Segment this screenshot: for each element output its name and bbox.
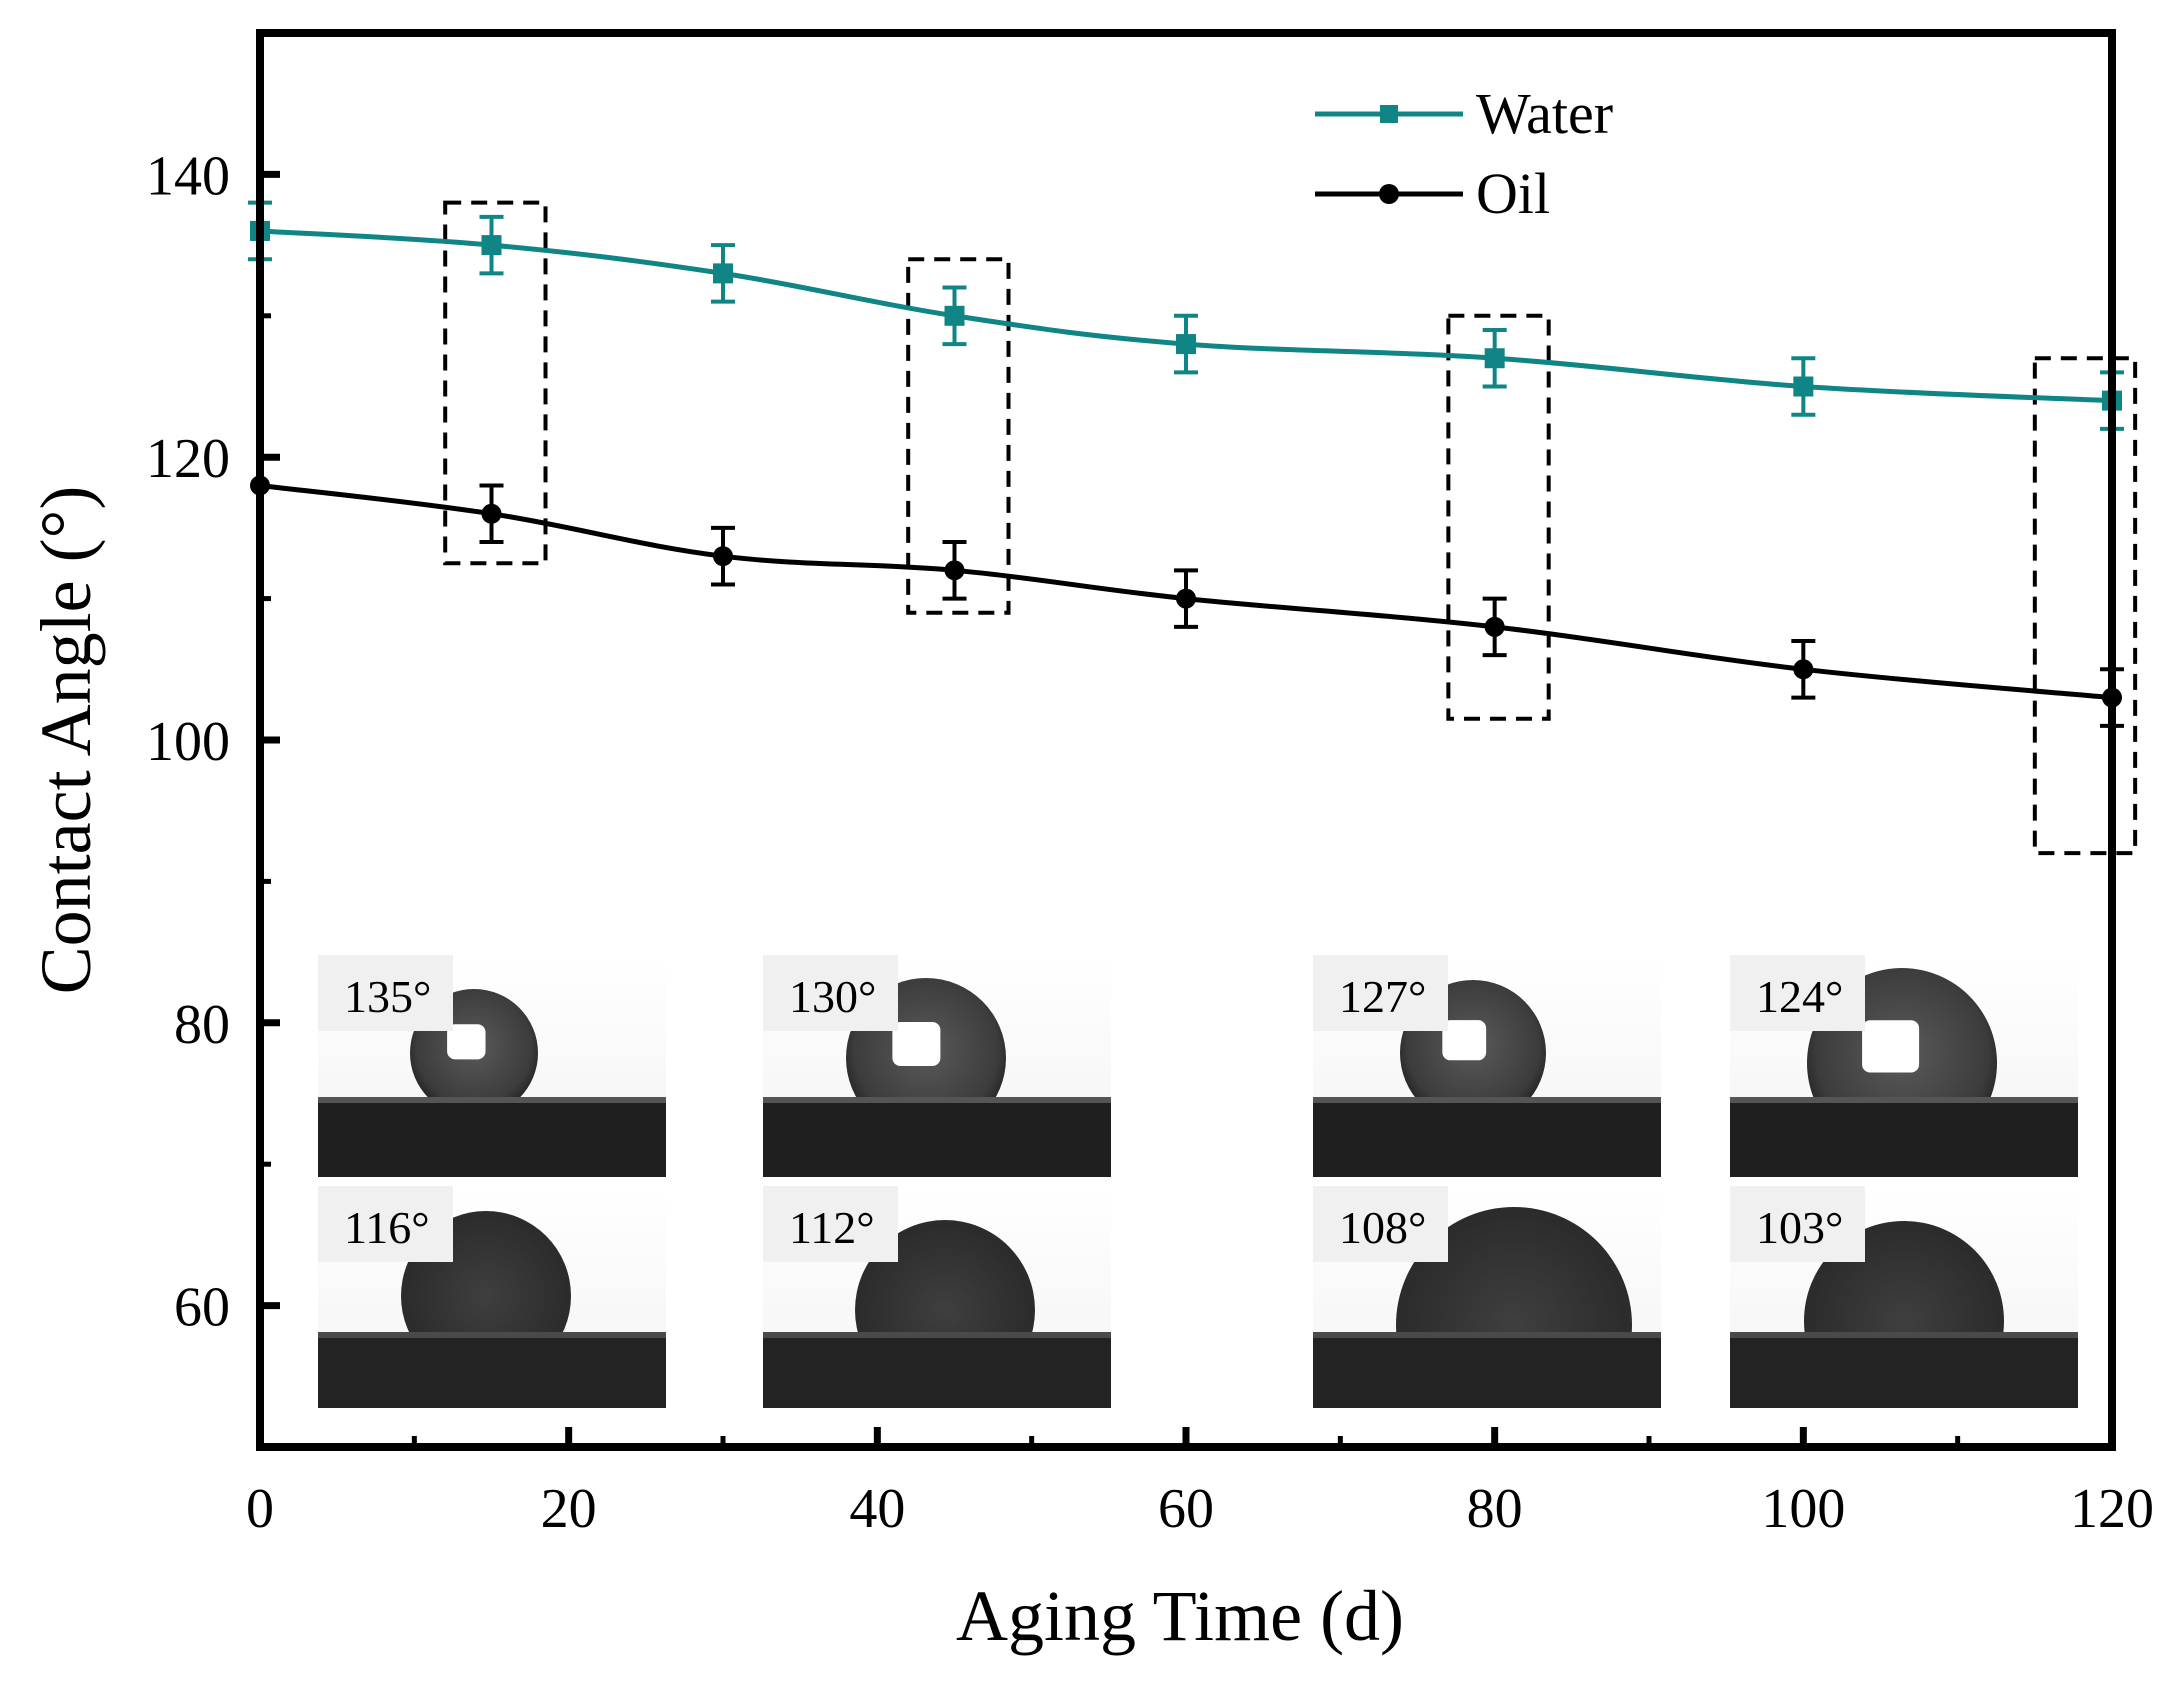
- y-tick-label: 140: [146, 145, 230, 207]
- inset-water-label: 124°: [1756, 971, 1843, 1022]
- oil-point: [481, 503, 502, 524]
- y-tick-label: 100: [146, 711, 230, 773]
- substrate: [318, 1336, 666, 1408]
- droplet-highlight: [1442, 1020, 1487, 1061]
- x-tick-label: 60: [1158, 1478, 1214, 1540]
- substrate: [318, 1101, 666, 1177]
- inset-oil-1: 116°: [318, 1186, 666, 1408]
- oil-line: [259, 482, 2113, 701]
- legend: Water Oil: [1315, 81, 1613, 226]
- inset-oil-label: 116°: [344, 1202, 430, 1253]
- water-point: [481, 235, 502, 256]
- inset-label-bg: [1313, 955, 1448, 1031]
- water-point: [713, 263, 733, 284]
- series-water: [248, 200, 2124, 431]
- y-tick-label: 120: [146, 428, 230, 490]
- data-series: [248, 200, 2124, 728]
- highlight-box-3: [1446, 313, 1551, 721]
- water-line: [259, 228, 2113, 404]
- legend-oil-label: Oil: [1476, 161, 1550, 226]
- legend-water-label: Water: [1476, 81, 1613, 146]
- inset-oil-4: 103°: [1730, 1186, 2078, 1408]
- x-tick-label: 20: [541, 1478, 597, 1540]
- inset-oil-2: 112°: [763, 1186, 1111, 1408]
- inset-water-3: 127°: [1313, 955, 1661, 1177]
- droplet-highlight: [1862, 1020, 1920, 1073]
- substrate: [1313, 1336, 1661, 1408]
- inset-label-bg: [763, 1186, 898, 1262]
- inset-oil-label: 112°: [789, 1202, 875, 1253]
- inset-water-label: 135°: [344, 971, 431, 1022]
- oil-point: [1176, 588, 1196, 609]
- x-tick-label: 40: [849, 1478, 905, 1540]
- inset-photos: 135° 116° 130° 112° 127° 108° 124° 103°: [318, 955, 2078, 1408]
- water-point: [1484, 348, 1505, 369]
- inset-water-1: 135°: [318, 955, 666, 1177]
- substrate: [763, 1101, 1111, 1177]
- droplet-highlight: [447, 1024, 486, 1060]
- inset-label-bg: [1730, 955, 1865, 1031]
- axes: 0 20 40 60 80 100 120 60 80 100 120 140: [146, 29, 2154, 1540]
- inset-label-bg: [1313, 1186, 1448, 1262]
- legend-water-marker: [1380, 105, 1398, 123]
- inset-label-bg: [318, 955, 453, 1031]
- inset-label-bg: [318, 1186, 453, 1262]
- highlight-box-2: [906, 257, 1011, 615]
- inset-water-4: 124°: [1730, 955, 2078, 1177]
- water-point: [944, 305, 965, 326]
- inset-oil-label: 108°: [1339, 1202, 1426, 1253]
- oil-point: [944, 560, 965, 581]
- inset-oil-label: 103°: [1756, 1202, 1843, 1253]
- y-axis-label: Contact Angle (°): [26, 486, 106, 995]
- x-axis-label: Aging Time (d): [956, 1576, 1404, 1656]
- oil-point: [1484, 616, 1505, 637]
- inset-water-label: 127°: [1339, 971, 1426, 1022]
- substrate: [1730, 1336, 2078, 1408]
- inset-oil-3: 108°: [1313, 1186, 1661, 1408]
- water-point: [1793, 376, 1814, 397]
- droplet-highlight: [892, 1022, 941, 1066]
- y-tick-label: 60: [174, 1277, 230, 1339]
- highlight-boxes: [443, 200, 2138, 856]
- x-tick-label: 80: [1467, 1478, 1523, 1540]
- y-tick-label: 80: [174, 994, 230, 1056]
- x-tick-label: 100: [1761, 1478, 1845, 1540]
- oil-point: [713, 546, 733, 567]
- inset-water-label: 130°: [789, 971, 876, 1022]
- substrate: [1313, 1101, 1661, 1177]
- substrate: [763, 1336, 1111, 1408]
- legend-oil-marker: [1379, 184, 1399, 204]
- highlight-box-1: [443, 200, 548, 566]
- x-tick-label: 120: [2070, 1478, 2154, 1540]
- highlight-box-4: [2032, 356, 2138, 856]
- water-point: [1176, 334, 1196, 355]
- x-tick-label: 0: [246, 1478, 274, 1540]
- oil-point: [1793, 659, 1814, 680]
- substrate: [1730, 1101, 2078, 1177]
- inset-label-bg: [1730, 1186, 1865, 1262]
- inset-water-2: 130°: [763, 955, 1111, 1177]
- inset-label-bg: [763, 955, 898, 1031]
- series-oil: [250, 475, 2124, 728]
